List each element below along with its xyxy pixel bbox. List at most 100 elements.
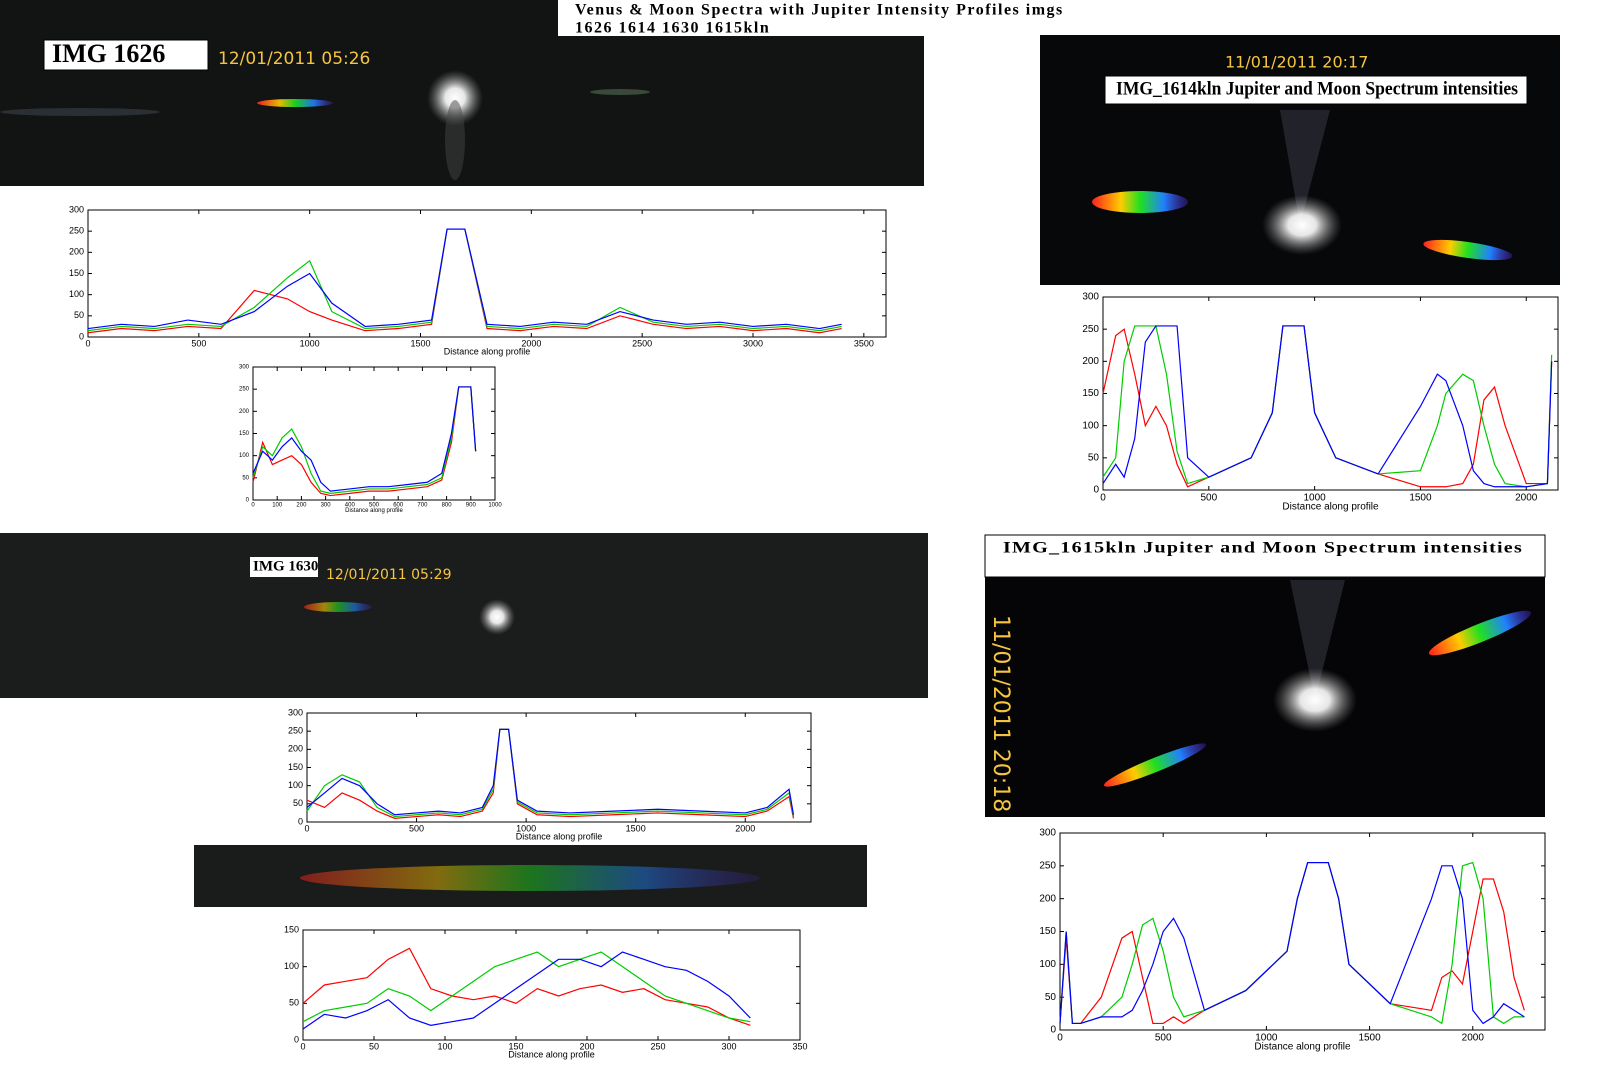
plot-area — [252, 366, 496, 501]
y-tick-label: 300 — [1082, 292, 1099, 303]
line-chart: 0 100 200 300 400 500 600 700 800 900 1000 0 50 100 15… — [239, 365, 502, 514]
y-tick-label: 0 — [246, 498, 250, 504]
plot-area — [306, 712, 812, 823]
x-tick-label: 250 — [650, 1042, 665, 1052]
x-tick-label: 500 — [409, 824, 424, 834]
image-label: IMG_1615kln Jupiter and Moon Spectrum in… — [1003, 540, 1523, 557]
title: 1626 1614 1630 1615kln — [575, 20, 770, 37]
timestamp: 12/01/2011 05:29 — [326, 567, 452, 583]
data-line — [302, 951, 751, 1023]
x-tick-label: 2500 — [632, 339, 652, 349]
x-tick-label: 300 — [321, 502, 332, 508]
y-tick-label: 250 — [69, 226, 84, 236]
x-tick-label: 3500 — [854, 339, 874, 349]
spectrum-strip — [194, 845, 867, 907]
x-axis-label: Distance along profile — [1254, 1042, 1351, 1053]
line-chart: 0 500 1000 1500 2000 2500 3000 3500 0 50 100 150 200… — [69, 204, 887, 357]
data-line — [302, 947, 751, 1026]
x-axis-label: Distance along profile — [508, 1050, 595, 1060]
x-tick-label: 1000 — [300, 339, 320, 349]
x-tick-label: 0 — [1100, 493, 1106, 504]
line-chart: 0 500 1000 1500 2000 0 50 100 150 200 250 300 Distan… — [288, 707, 812, 842]
image-label: IMG 1630 — [253, 558, 318, 574]
x-tick-label: 500 — [191, 339, 206, 349]
data-line — [87, 228, 842, 330]
x-tick-label: 1500 — [410, 339, 430, 349]
y-tick-label: 150 — [288, 762, 303, 772]
x-tick-label: 0 — [1057, 1033, 1063, 1044]
y-tick-label: 200 — [239, 409, 250, 415]
photo-img-1630: IMG 1630 12/01/2011 05:29 — [0, 533, 928, 698]
line-chart: 0 500 1000 1500 2000 0 50 100 150 200 250 300 Distan… — [1082, 292, 1559, 513]
y-tick-label: 100 — [288, 780, 303, 790]
x-tick-label: 1000 — [1255, 1033, 1278, 1044]
x-tick-label: 350 — [792, 1042, 807, 1052]
y-tick-label: 150 — [239, 431, 250, 437]
x-tick-label: 700 — [417, 502, 428, 508]
y-tick-label: 300 — [1039, 828, 1056, 839]
photo-img-1614: 11/01/2011 20:17 IMG_1614kln Jupiter and… — [1040, 35, 1560, 285]
x-tick-label: 0 — [85, 339, 90, 349]
title: Venus & Moon Spectra with Jupiter Intens… — [575, 2, 1064, 19]
y-tick-label: 100 — [1039, 959, 1056, 970]
y-tick-label: 200 — [288, 744, 303, 754]
y-tick-label: 50 — [1045, 992, 1057, 1003]
data-line — [302, 951, 751, 1030]
x-tick-label: 1000 — [488, 502, 502, 508]
y-tick-label: 200 — [1082, 356, 1099, 367]
y-tick-label: 250 — [239, 387, 250, 393]
x-tick-label: 300 — [721, 1042, 736, 1052]
x-tick-label: 100 — [437, 1042, 452, 1052]
y-tick-label: 0 — [1050, 1025, 1056, 1036]
x-tick-label: 1500 — [1409, 493, 1432, 504]
x-tick-label: 2000 — [521, 339, 541, 349]
x-axis-label: Distance along profile — [345, 508, 403, 514]
x-tick-label: 100 — [272, 502, 283, 508]
y-tick-label: 150 — [284, 924, 299, 934]
x-axis-label: Distance along profile — [516, 832, 603, 842]
y-tick-label: 50 — [1088, 452, 1100, 463]
x-tick-label: 0 — [300, 1042, 305, 1052]
x-tick-label: 1000 — [1304, 493, 1327, 504]
data-line — [1059, 861, 1525, 1025]
image-label: IMG_1614kln Jupiter and Moon Spectrum in… — [1116, 78, 1518, 99]
y-tick-label: 250 — [1082, 324, 1099, 335]
charts: 0 500 1000 1500 2000 2500 3000 3500050100150200… — [69, 204, 1559, 1060]
x-tick-label: 600 — [393, 502, 404, 508]
y-tick-label: 250 — [1039, 860, 1056, 871]
x-axis-label: Distance along profile — [444, 347, 531, 357]
y-tick-label: 100 — [1082, 420, 1099, 431]
x-tick-label: 50 — [369, 1042, 379, 1052]
x-tick-label: 200 — [579, 1042, 594, 1052]
y-tick-label: 150 — [1082, 388, 1099, 399]
y-tick-label: 200 — [69, 247, 84, 257]
data-line — [306, 728, 795, 816]
y-tick-label: 50 — [289, 998, 299, 1008]
x-tick-label: 0 — [251, 502, 255, 508]
y-tick-label: 50 — [74, 310, 84, 320]
timestamp: 11/01/2011 20:17 — [1225, 53, 1368, 72]
y-tick-label: 0 — [294, 1034, 299, 1044]
y-tick-label: 0 — [298, 816, 303, 826]
timestamp: 11/01/2011 20:18 — [988, 615, 1013, 812]
plot-area — [87, 209, 887, 338]
y-tick-label: 50 — [293, 798, 303, 808]
y-tick-label: 100 — [69, 289, 84, 299]
line-chart: 0 500 1000 1500 2000 0 50 100 150 200 250 300 Distan… — [1039, 828, 1546, 1053]
x-tick-label: 400 — [345, 502, 356, 508]
x-tick-label: 500 — [1200, 493, 1217, 504]
x-tick-label: 1500 — [626, 824, 646, 834]
y-tick-label: 150 — [69, 268, 84, 278]
x-axis-label: Distance along profile — [1282, 502, 1379, 513]
x-tick-label: 1500 — [1358, 1033, 1381, 1044]
x-tick-label: 800 — [442, 502, 453, 508]
x-tick-label: 500 — [369, 502, 380, 508]
x-tick-label: 2000 — [735, 824, 755, 834]
y-tick-label: 50 — [242, 475, 249, 481]
photo-img-1615: IMG_1615kln Jupiter and Moon Spectrum in… — [984, 534, 1546, 817]
y-tick-label: 250 — [288, 726, 303, 736]
plot-area — [302, 929, 801, 1041]
